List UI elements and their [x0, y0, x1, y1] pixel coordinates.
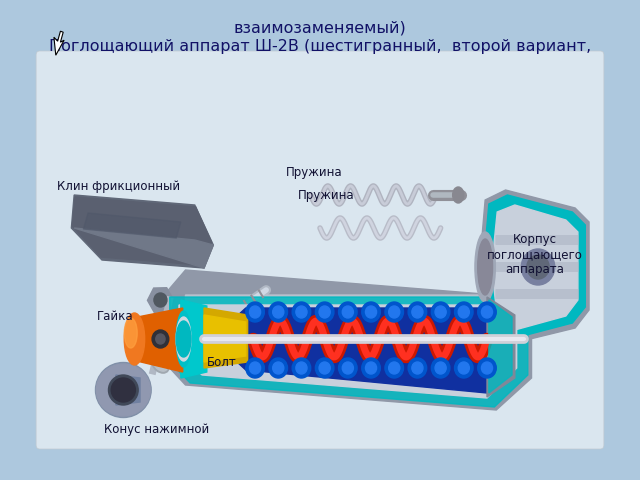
Circle shape [458, 306, 469, 318]
Polygon shape [54, 31, 64, 55]
Polygon shape [83, 213, 181, 238]
Text: Пружина: Пружина [285, 166, 342, 180]
Ellipse shape [475, 232, 495, 302]
Text: Поглощающий аппарат Ш-2В (шестигранный,  второй вариант,: Поглощающий аппарат Ш-2В (шестигранный, … [49, 38, 591, 53]
Circle shape [246, 358, 264, 378]
Polygon shape [186, 295, 532, 318]
Circle shape [339, 302, 357, 322]
Ellipse shape [176, 317, 191, 361]
Circle shape [154, 293, 167, 307]
Circle shape [412, 306, 423, 318]
FancyBboxPatch shape [36, 51, 604, 449]
Circle shape [477, 358, 496, 378]
Circle shape [269, 302, 287, 322]
Circle shape [269, 358, 287, 378]
Circle shape [454, 358, 473, 378]
Circle shape [408, 302, 427, 322]
Text: взаимозаменяемый): взаимозаменяемый) [234, 21, 406, 36]
Ellipse shape [477, 239, 493, 295]
Circle shape [481, 362, 493, 374]
Polygon shape [204, 308, 248, 368]
Circle shape [273, 306, 284, 318]
Circle shape [296, 362, 307, 374]
Polygon shape [132, 308, 182, 372]
Ellipse shape [154, 359, 167, 371]
Ellipse shape [108, 375, 138, 405]
Text: Болт: Болт [207, 356, 237, 369]
Circle shape [435, 362, 446, 374]
Circle shape [477, 302, 496, 322]
Circle shape [273, 362, 284, 374]
Circle shape [527, 255, 549, 279]
Circle shape [481, 306, 493, 318]
Circle shape [250, 306, 260, 318]
Circle shape [316, 302, 334, 322]
Circle shape [342, 306, 353, 318]
Polygon shape [204, 315, 246, 362]
Circle shape [152, 330, 169, 348]
Polygon shape [74, 228, 213, 268]
Text: Пружина: Пружина [298, 189, 355, 203]
Circle shape [319, 306, 330, 318]
Ellipse shape [124, 318, 137, 348]
Circle shape [292, 358, 311, 378]
Circle shape [296, 306, 307, 318]
FancyBboxPatch shape [495, 235, 579, 245]
Circle shape [362, 302, 380, 322]
Polygon shape [72, 195, 213, 268]
Circle shape [431, 302, 450, 322]
Text: Клин фрикционный: Клин фрикционный [56, 180, 180, 193]
Circle shape [362, 358, 380, 378]
Circle shape [431, 358, 450, 378]
Polygon shape [483, 195, 586, 340]
Circle shape [292, 302, 311, 322]
Circle shape [316, 358, 334, 378]
Polygon shape [492, 205, 578, 330]
Polygon shape [179, 305, 516, 398]
Polygon shape [164, 270, 532, 410]
Polygon shape [489, 300, 512, 393]
Circle shape [339, 358, 357, 378]
Polygon shape [181, 300, 207, 378]
Polygon shape [116, 375, 140, 405]
Text: Гайка: Гайка [97, 310, 134, 324]
Ellipse shape [176, 311, 191, 367]
Polygon shape [170, 297, 528, 407]
Ellipse shape [97, 364, 150, 416]
Polygon shape [72, 197, 211, 265]
Circle shape [454, 302, 473, 322]
Circle shape [458, 362, 469, 374]
Circle shape [156, 334, 165, 344]
Ellipse shape [124, 313, 145, 365]
Text: Конус нажимной: Конус нажимной [104, 423, 209, 436]
Circle shape [246, 302, 264, 322]
Circle shape [385, 358, 403, 378]
Polygon shape [227, 308, 513, 393]
Circle shape [365, 362, 376, 374]
Ellipse shape [176, 321, 191, 357]
Circle shape [342, 362, 353, 374]
FancyBboxPatch shape [495, 289, 579, 299]
Ellipse shape [111, 378, 136, 402]
Ellipse shape [95, 362, 151, 418]
Ellipse shape [152, 357, 169, 373]
Circle shape [522, 249, 555, 285]
Polygon shape [487, 297, 515, 397]
Circle shape [319, 362, 330, 374]
Circle shape [388, 306, 400, 318]
Ellipse shape [452, 187, 464, 203]
FancyBboxPatch shape [495, 262, 579, 272]
Polygon shape [479, 190, 589, 345]
Circle shape [412, 362, 423, 374]
Text: Корпус
поглощающего
аппарата: Корпус поглощающего аппарата [487, 233, 583, 276]
Circle shape [388, 362, 400, 374]
Circle shape [365, 306, 376, 318]
Circle shape [385, 302, 403, 322]
Circle shape [250, 362, 260, 374]
Circle shape [435, 306, 446, 318]
Circle shape [408, 358, 427, 378]
